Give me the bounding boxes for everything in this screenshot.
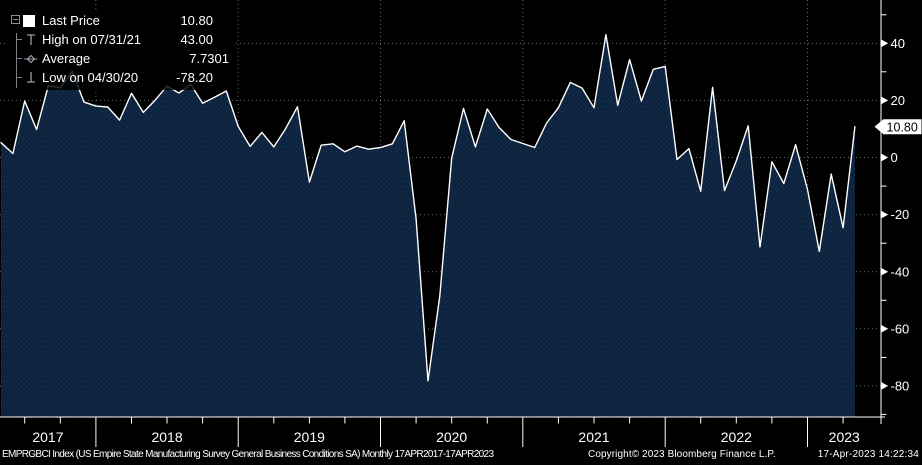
legend-item-average[interactable]: Average 7.7301 [9,49,229,68]
x-axis-year-labels: 2017 2018 2019 2020 2021 2022 2023 [32,429,860,445]
last-price-tag-shape [874,119,922,135]
y-axis-arrow-tick [880,381,889,391]
legend-value: 7.7301 [189,51,229,66]
copyright-text: Copyright© 2023 Bloomberg Finance L.P. [588,449,776,460]
legend-label: Last Price [42,13,100,28]
security-description-text: EMPRGBCI Index (US Empire State Manufact… [2,449,494,460]
y-axis-arrow-tick [880,210,889,219]
legend-item-low[interactable]: Low on 04/30/20 -78.20 [9,68,229,87]
legend-value: 43.00 [180,32,213,47]
legend-label: Low on 04/30/20 [42,70,139,85]
y-axis-ticks: 40 20 0 -20 -40 -60 -80 [880,14,910,415]
y-axis-arrow-tick [880,324,889,333]
legend-collapse-icon[interactable] [11,15,20,24]
legend-label: High on 07/31/21 [42,32,142,47]
legend-tree-connector [16,33,17,88]
low-marker-icon [23,70,42,85]
legend-item-last-price[interactable]: Last Price 10.80 [9,11,229,30]
series-swatch-icon [23,14,42,27]
y-axis-label: -40 [891,264,910,279]
legend-value: 10.80 [180,13,213,28]
area-series [1,34,855,417]
x-axis-year-label: 2018 [151,429,182,445]
x-axis-year-label: 2022 [721,429,752,445]
y-axis-arrow-tick [880,267,889,276]
x-axis-year-label: 2019 [294,429,325,445]
x-axis-ticks [24,417,844,447]
y-axis-arrow-tick [880,96,889,105]
y-axis-arrow-tick [880,39,889,48]
legend-item-high[interactable]: High on 07/31/21 43.00 [9,30,229,49]
y-axis-label: -80 [891,379,910,394]
legend-box[interactable]: Last Price 10.80 High on 07/31/21 43.00 … [5,9,233,90]
legend-label: Average [42,51,91,66]
legend-value: -78.20 [176,70,213,85]
last-price-tag-value: 10.80 [887,120,918,134]
y-axis-arrow-tick [880,153,889,162]
x-axis-year-label: 2021 [578,429,609,445]
y-axis-label: -60 [891,321,910,336]
line-series [0,34,856,382]
y-axis-label: 0 [891,150,898,165]
y-axis-label: 20 [891,93,905,108]
timestamp-text: 17-Apr-2023 14:22:34 [817,449,919,460]
x-axis-year-label: 2020 [436,429,467,445]
x-axis-year-label: 2017 [32,429,63,445]
y-axis-label: 40 [891,36,905,51]
average-marker-icon [23,51,42,66]
high-marker-icon [23,32,42,47]
x-axis-year-label: 2023 [829,429,860,445]
last-price-tag: 10.80 [874,119,922,135]
y-axis-label: -20 [891,207,910,222]
